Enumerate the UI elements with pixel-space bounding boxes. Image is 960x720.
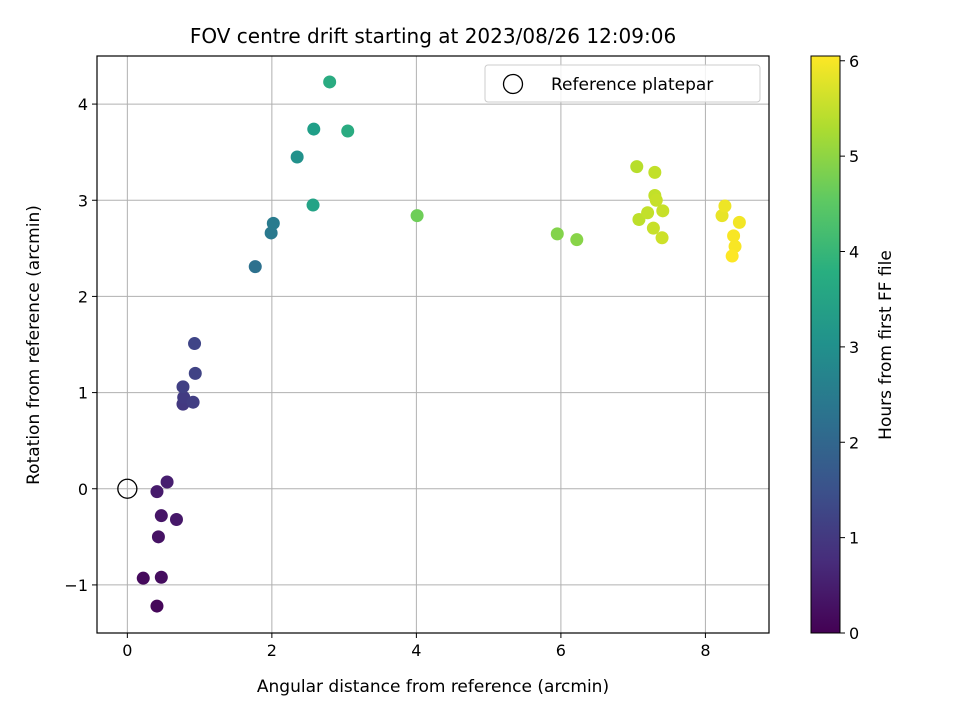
legend-label: Reference platepar	[551, 75, 713, 95]
chart-title: FOV centre drift starting at 2023/08/26 …	[190, 24, 676, 48]
data-point	[725, 249, 739, 263]
y-tick-label: 0	[78, 480, 88, 499]
data-point	[410, 209, 424, 223]
data-point	[188, 366, 202, 380]
data-point	[176, 380, 190, 394]
data-point	[169, 513, 183, 527]
data-point	[655, 231, 669, 245]
data-point	[648, 165, 662, 179]
data-point	[306, 198, 320, 212]
y-tick-label: 1	[78, 384, 88, 403]
data-point	[266, 216, 280, 230]
data-point	[186, 395, 200, 409]
data-point	[649, 193, 663, 207]
legend-reference-marker	[502, 73, 524, 95]
colorbar-gradient	[810, 55, 841, 634]
colorbar-tick-label: 4	[849, 243, 859, 262]
x-tick-label: 6	[556, 641, 566, 660]
data-point	[154, 509, 168, 523]
x-tick-label: 4	[411, 641, 421, 660]
data-point	[732, 215, 746, 229]
plot-frame	[96, 55, 770, 634]
y-axis-label: Rotation from reference (arcmin)	[24, 205, 44, 485]
data-point	[570, 233, 584, 247]
colorbar-tick-label: 2	[849, 433, 859, 452]
x-tick-label: 0	[122, 641, 132, 660]
x-axis-ticks: 0 2 4 6 8	[122, 633, 711, 660]
data-point	[323, 75, 337, 89]
data-point	[188, 337, 202, 351]
data-point	[341, 124, 355, 138]
colorbar-tick-label: 0	[849, 624, 859, 643]
colorbar-tick-label: 1	[849, 529, 859, 548]
data-points	[136, 75, 746, 613]
data-point	[136, 571, 150, 585]
data-point	[550, 227, 564, 241]
y-tick-label: 2	[78, 287, 88, 306]
legend: Reference platepar	[484, 64, 761, 103]
data-point	[727, 229, 741, 243]
legend-box	[484, 64, 761, 103]
colorbar-tick-label: 6	[849, 52, 859, 71]
data-point	[248, 260, 262, 274]
data-point	[150, 599, 164, 613]
data-point	[160, 475, 174, 489]
y-tick-label: 3	[78, 191, 88, 210]
data-point	[290, 150, 304, 164]
colorbar: 0 1 2 3 4 5 6 Hours from first FF file	[810, 52, 896, 643]
data-point	[641, 206, 655, 220]
data-point	[718, 199, 732, 213]
x-tick-label: 8	[700, 641, 710, 660]
x-tick-label: 2	[267, 641, 277, 660]
data-point	[646, 221, 660, 235]
reference-platepar-marker	[117, 478, 138, 499]
colorbar-tick-label: 3	[849, 338, 859, 357]
data-point	[151, 530, 165, 544]
colorbar-ticks: 0 1 2 3 4 5 6	[840, 52, 859, 643]
colorbar-label: Hours from first FF file	[876, 250, 896, 440]
data-point	[307, 122, 321, 136]
x-axis-label: Angular distance from reference (arcmin)	[257, 677, 609, 697]
data-point	[630, 160, 644, 174]
data-point	[150, 485, 164, 499]
colorbar-tick-label: 5	[849, 147, 859, 166]
data-point	[656, 204, 670, 218]
y-axis-ticks: −1 0 1 2 3 4	[64, 95, 97, 595]
y-tick-label: 4	[78, 95, 88, 114]
reference-marker-layer	[117, 478, 138, 499]
y-tick-label: −1	[64, 576, 88, 595]
data-point	[154, 570, 168, 584]
